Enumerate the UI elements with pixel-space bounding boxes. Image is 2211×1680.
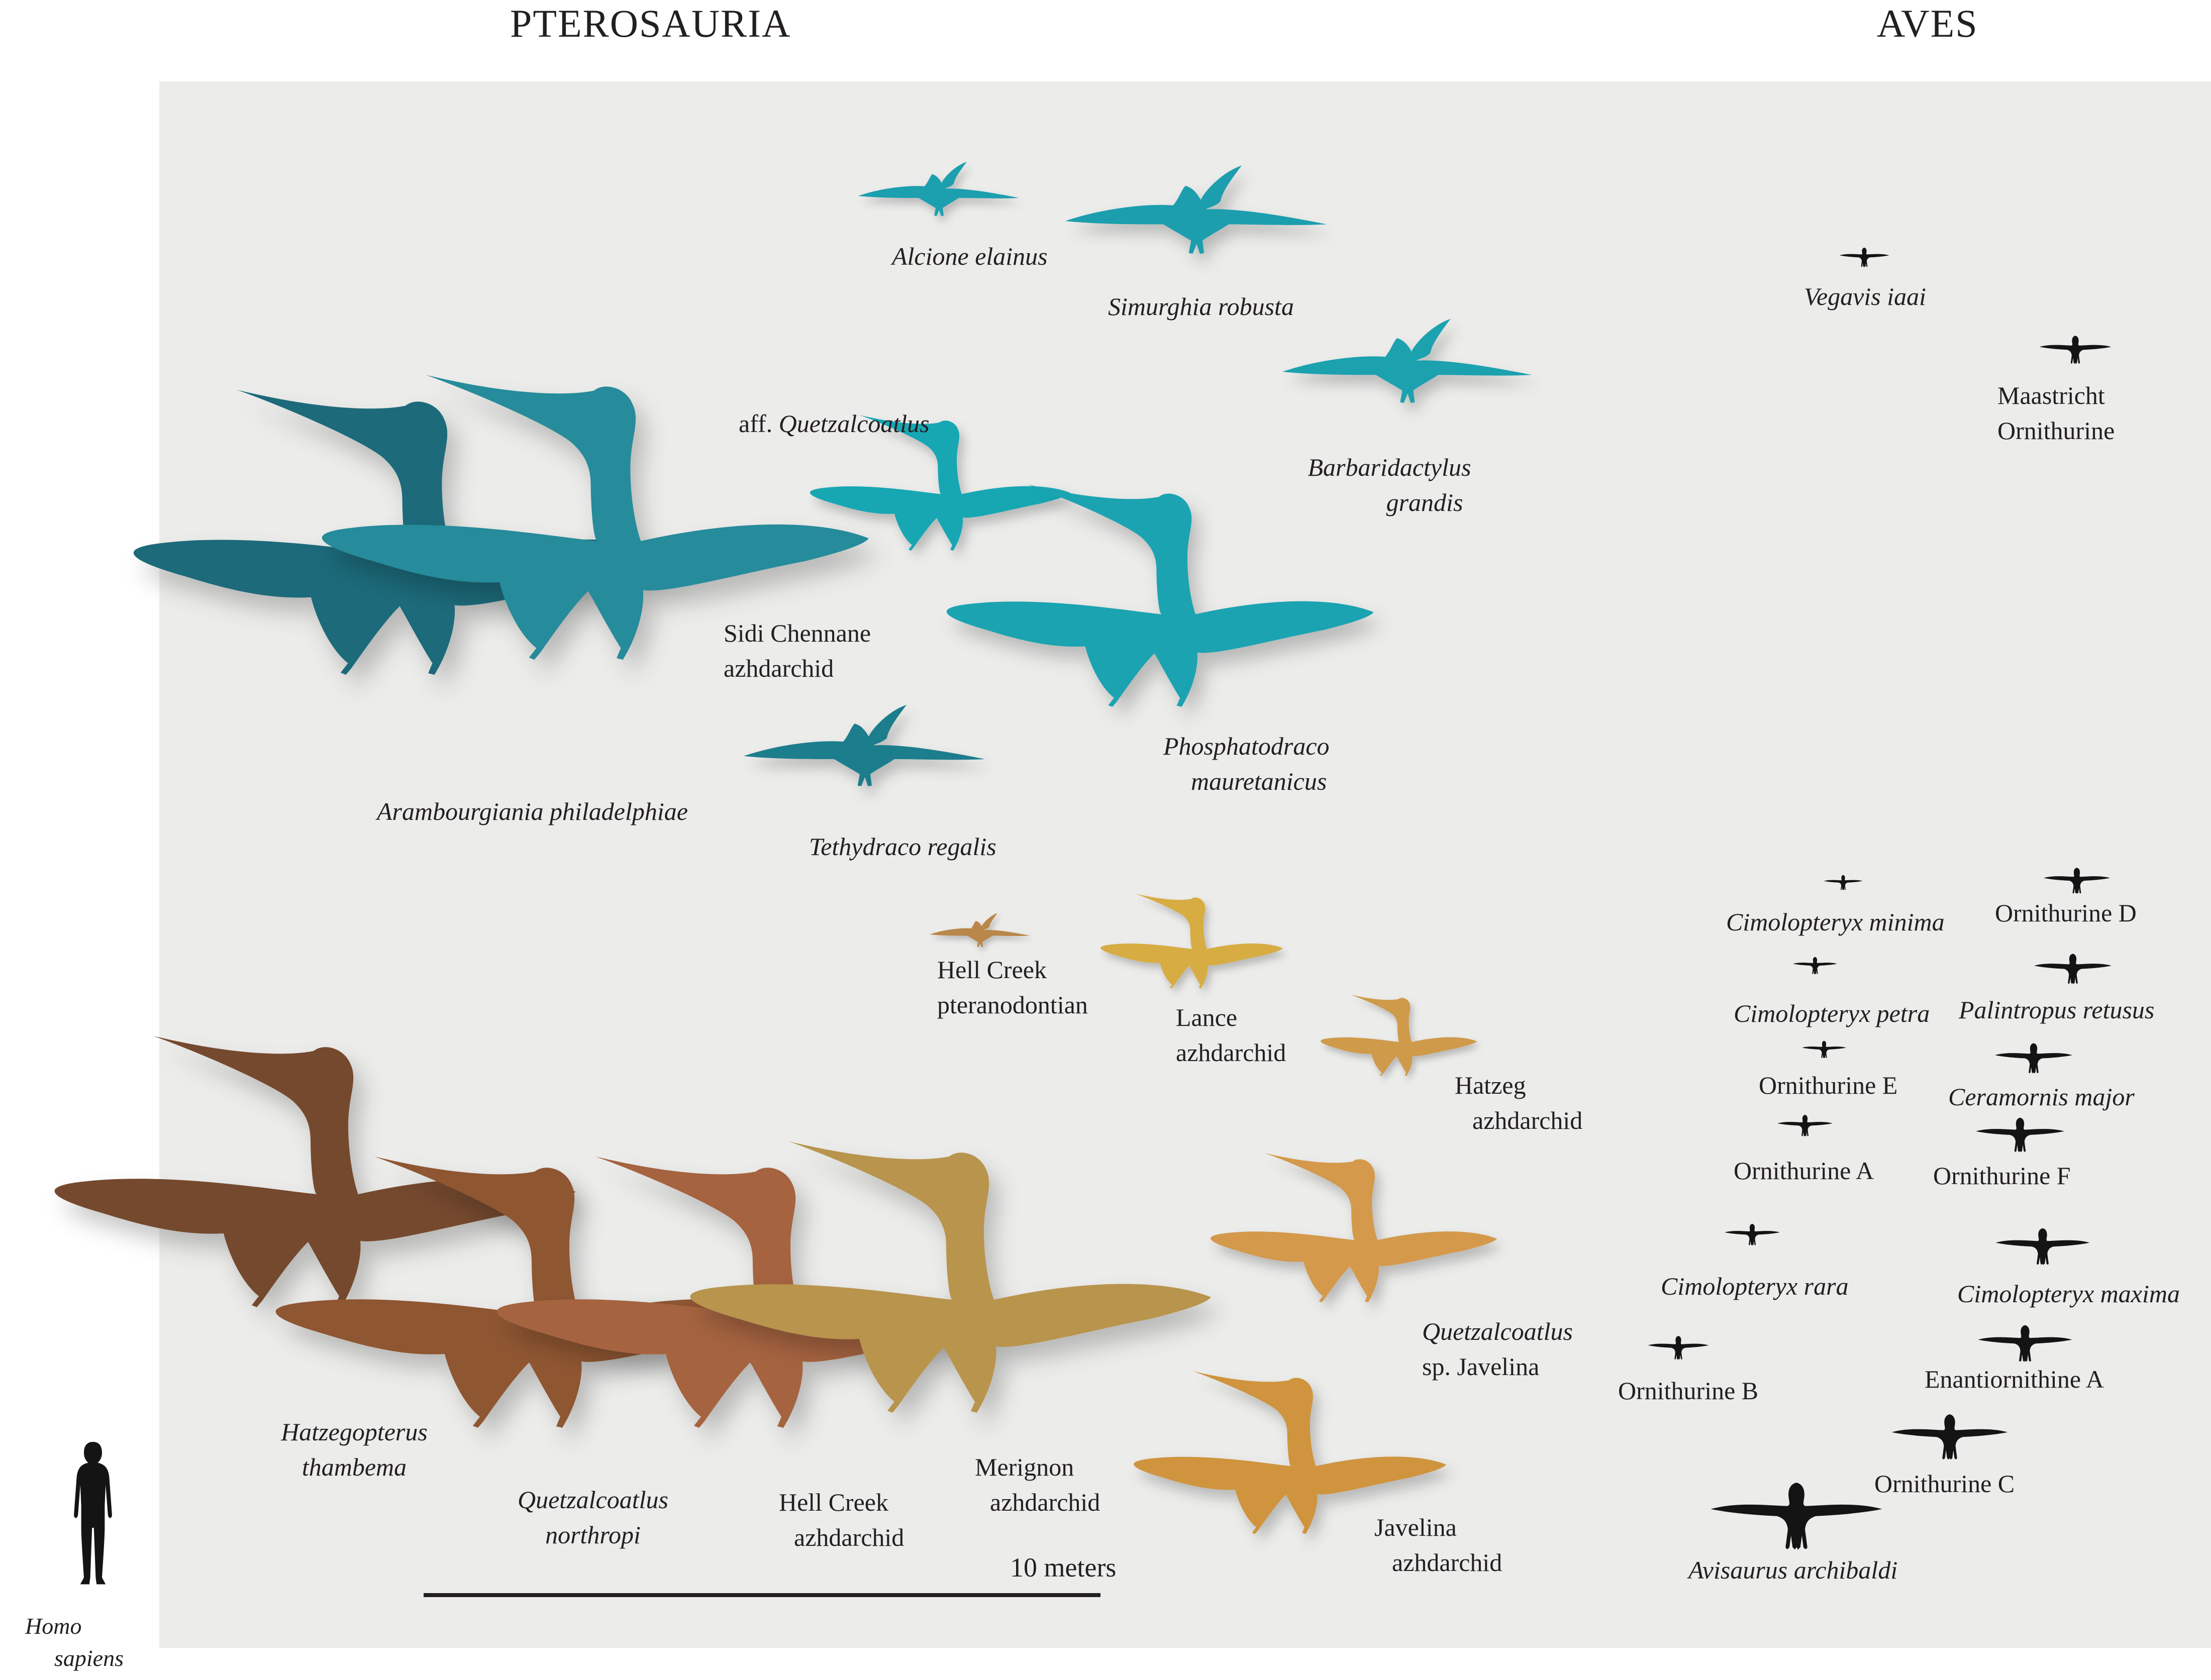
label-qnorthropi: Quetzalcoatlus northropi <box>510 1482 676 1552</box>
label-ornithurine-e: Ornithurine E <box>1759 1071 1898 1099</box>
label-homo-sapiens: Homo sapiens <box>25 1610 124 1674</box>
label-hatzegopterus-line2: thambema <box>301 1453 407 1481</box>
label-cimolopteryx-minima: Cimolopteryx minima <box>1726 908 1945 936</box>
label-maastricht-ornithurine: Maastricht Ornithurine <box>1997 378 2115 448</box>
label-barbaridactylus-line2: grandis <box>1386 488 1463 516</box>
label-homo: Homo <box>25 1613 82 1639</box>
label-merignon-line1: Merignon <box>975 1453 1074 1481</box>
label-javelina-line2: azhdarchid <box>1392 1548 1502 1577</box>
label-javelina-line1: Javelina <box>1374 1513 1457 1541</box>
label-cimolopteryx-maxima: Cimolopteryx maxima <box>1957 1280 2180 1308</box>
label-phosphatodraco: Phosphatodraco mauretanicus <box>1163 728 1330 799</box>
label-qjavelina: Quetzalcoatlus sp. Javelina <box>1422 1314 1573 1384</box>
label-barbaridactylus-line1: Barbaridactylus <box>1308 453 1471 481</box>
label-simurghia: Simurghia robusta <box>1108 292 1294 321</box>
label-merignon: Merignon azhdarchid <box>975 1449 1100 1520</box>
label-ceramornis: Ceramornis major <box>1948 1083 2135 1111</box>
label-hellcreek-ptero-line2: pteranodontian <box>937 991 1088 1019</box>
label-lance-line2: azhdarchid <box>1176 1038 1286 1067</box>
label-avisaurus: Avisaurus archibaldi <box>1688 1556 1898 1584</box>
label-aff-quetzalcoatlus: aff. Quetzalcoatlus <box>739 406 930 441</box>
label-hatzegopterus-line1: Hatzegopterus <box>281 1418 428 1446</box>
label-lance: Lance azhdarchid <box>1176 1000 1286 1070</box>
label-cimolopteryx-rara: Cimolopteryx rara <box>1661 1272 1849 1300</box>
label-qjavelina-line1: Quetzalcoatlus <box>1422 1317 1573 1345</box>
label-qnorthropi-line2: northropi <box>545 1521 641 1549</box>
scale-bar-label: 10 meters <box>1010 1552 1117 1583</box>
label-ornithurine-b: Ornithurine B <box>1618 1377 1759 1405</box>
label-hellcreek-az-line1: Hell Creek <box>779 1488 888 1516</box>
label-hellcreek-ptero-line1: Hell Creek <box>937 956 1047 984</box>
aves-header: AVES <box>1877 2 1978 45</box>
label-merignon-line2: azhdarchid <box>990 1488 1100 1516</box>
label-hatzegopterus: Hatzegopterus thambema <box>271 1414 437 1485</box>
label-qnorthropi-line1: Quetzalcoatlus <box>518 1486 668 1514</box>
label-hellcreek-pteranodontian: Hell Creek pteranodontian <box>937 952 1088 1022</box>
human-silhouette <box>74 1442 112 1585</box>
label-sidi-line1: Sidi Chennane <box>724 619 871 647</box>
label-hatzeg-line1: Hatzeg <box>1455 1071 1526 1099</box>
label-ornithurine-d: Ornithurine D <box>1995 899 2137 927</box>
label-aff-genus: Quetzalcoatlus <box>778 409 930 438</box>
label-hellcreek-az-line2: azhdarchid <box>794 1523 904 1551</box>
label-aff-prefix: aff. <box>739 409 773 438</box>
label-maastricht-line1: Maastricht <box>1997 381 2105 409</box>
label-sidi-chennane: Sidi Chennane azhdarchid <box>724 615 871 686</box>
pterosauria-header: PTEROSAURIA <box>510 2 791 45</box>
label-ornithurine-f: Ornithurine F <box>1933 1162 2071 1190</box>
label-vegavis: Vegavis iaai <box>1804 282 1927 310</box>
label-barbaridactylus: Barbaridactylus grandis <box>1276 450 1502 520</box>
label-phosphatodraco-line2: mauretanicus <box>1191 767 1327 795</box>
label-alcione: Alcione elainus <box>892 242 1048 270</box>
label-hatzeg-line2: azhdarchid <box>1472 1106 1583 1134</box>
label-enantiornithine-a: Enantiornithine A <box>1925 1365 2104 1393</box>
label-tethydraco: Tethydraco regalis <box>809 832 996 861</box>
label-qjavelina-line2: sp. Javelina <box>1422 1352 1540 1381</box>
label-arambourgiania: Arambourgiania philadelphiae <box>377 797 688 825</box>
label-ornithurine-c: Ornithurine C <box>1874 1469 2015 1498</box>
label-palintropus: Palintropus retusus <box>1959 996 2155 1024</box>
label-phosphatodraco-line1: Phosphatodraco <box>1163 732 1330 760</box>
label-sapiens: sapiens <box>54 1645 124 1671</box>
label-javelina: Javelina azhdarchid <box>1374 1510 1502 1580</box>
label-maastricht-line2: Ornithurine <box>1997 416 2115 445</box>
label-hellcreek-azhdarchid: Hell Creek azhdarchid <box>779 1485 904 1555</box>
label-ornithurine-a: Ornithurine A <box>1734 1157 1874 1185</box>
label-lance-line1: Lance <box>1176 1003 1238 1031</box>
label-cimolopteryx-petra: Cimolopteryx petra <box>1734 999 1930 1027</box>
label-sidi-line2: azhdarchid <box>724 654 834 682</box>
label-hatzeg: Hatzeg azhdarchid <box>1455 1068 1582 1138</box>
